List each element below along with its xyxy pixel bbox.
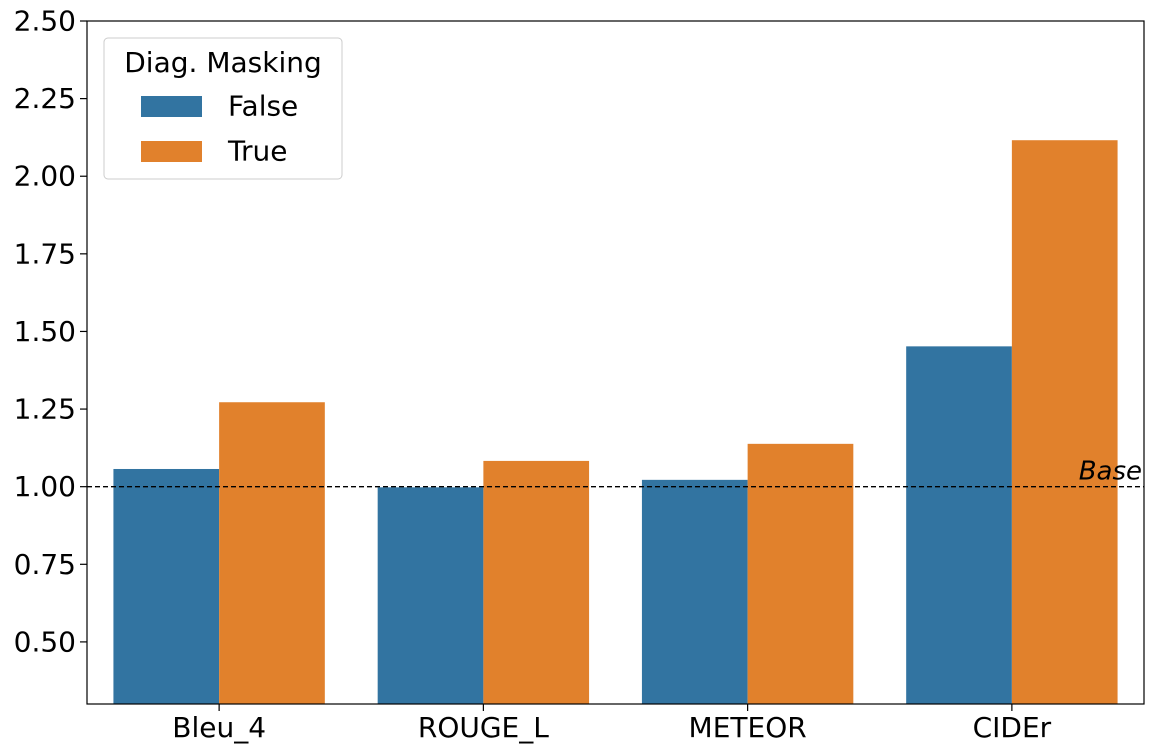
- legend-title: Diag. Masking: [124, 46, 322, 79]
- y-tick-label: 1.25: [14, 393, 76, 426]
- y-tick-label: 0.75: [14, 548, 76, 581]
- bar-ROUGE_L-True: [483, 460, 590, 704]
- y-tick-label: 1.75: [14, 237, 76, 270]
- legend-label-True: True: [227, 135, 287, 168]
- legend: Diag. Masking False True: [103, 37, 343, 180]
- bar-CIDEr-True: [1011, 140, 1118, 704]
- legend-swatch-True: [141, 141, 202, 162]
- bar-Bleu_4-False: [113, 468, 220, 704]
- bar-ROUGE_L-False: [377, 487, 484, 704]
- y-tick-label: 0.50: [14, 625, 76, 658]
- bar-CIDEr-False: [906, 346, 1012, 704]
- bar-Bleu_4-True: [219, 402, 325, 704]
- y-tick-label: 1.50: [14, 315, 76, 348]
- legend-label-False: False: [228, 90, 298, 123]
- bars-layer: [113, 140, 1118, 704]
- bar-METEOR-True: [747, 443, 854, 704]
- plot-frame: [86, 20, 1145, 705]
- x-tick-label: ROUGE_L: [418, 711, 549, 744]
- legend-swatch-False: [141, 96, 202, 117]
- x-tick-label: CIDEr: [973, 711, 1052, 744]
- y-tick-label: 2.25: [14, 82, 76, 115]
- x-tick-label: METEOR: [689, 711, 807, 744]
- y-tick-label: 2.00: [14, 160, 76, 193]
- x-tick-label: Bleu_4: [172, 711, 266, 744]
- y-tick-label: 2.50: [14, 5, 76, 38]
- bar-METEOR-False: [641, 479, 748, 704]
- reference-line-label: Base: [1079, 457, 1142, 487]
- reference-line-layer: Base: [87, 457, 1144, 488]
- axes-layer: 0.50 0.75 1.00 1.25 1.50 1.75 2.00 2.25 2.50 Bleu…: [14, 5, 1145, 744]
- y-tick-label: 1.00: [14, 470, 76, 503]
